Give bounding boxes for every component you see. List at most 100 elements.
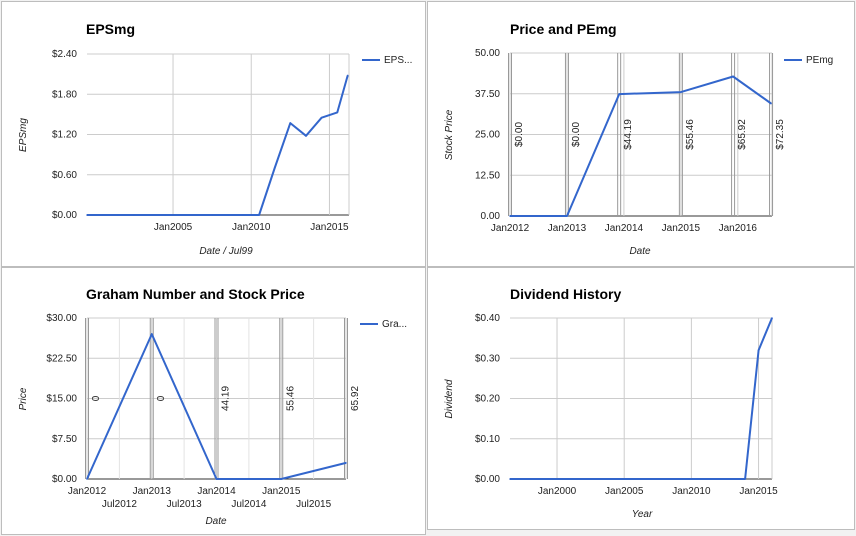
y-tick-label: $15.00 (46, 394, 77, 405)
series-line (510, 75, 772, 217)
x-tick-label: Jan2012 (68, 486, 107, 497)
x-tick-label: Jan2010 (672, 486, 711, 497)
x-tick-label: Jan2016 (719, 223, 758, 234)
annotation-label: 0 (156, 395, 167, 401)
data-point (346, 74, 349, 77)
annotation-label: $0.00 (514, 122, 525, 147)
y-tick-label: $30.00 (46, 313, 77, 324)
annotation-label: 0 (91, 395, 102, 401)
data-point (86, 214, 88, 216)
x-tick-label-minor: Jul2012 (102, 499, 137, 510)
y-tick-label: $22.50 (46, 353, 77, 364)
y-axis-label: Stock Price (444, 109, 455, 160)
x-axis-label: Date / Jul99 (199, 246, 253, 257)
chart-title: Price and PEmg (510, 21, 617, 37)
data-point (305, 135, 307, 137)
data-point (320, 116, 323, 119)
y-tick-label: $7.50 (52, 434, 77, 445)
annotation-label: $72.35 (775, 119, 786, 150)
data-point (771, 317, 773, 319)
data-point (101, 214, 104, 216)
y-tick-label: 12.50 (475, 170, 500, 181)
x-axis-label: Date (205, 516, 227, 527)
legend-label: PEmg (806, 55, 833, 66)
data-point (180, 214, 182, 216)
series-line (87, 75, 349, 216)
y-tick-label: $0.60 (52, 170, 77, 181)
data-point (258, 214, 260, 216)
annotation-label: $0.00 (571, 122, 582, 147)
series-line (510, 317, 773, 480)
y-tick-label: 0.00 (481, 211, 501, 222)
y-tick-label: $0.00 (52, 210, 77, 221)
y-tick-label: $2.40 (52, 49, 77, 60)
data-point (732, 75, 734, 78)
x-tick-label: Jan2015 (662, 223, 701, 234)
data-point (242, 214, 245, 216)
x-tick-label: Jan2013 (133, 486, 172, 497)
data-point (289, 122, 292, 124)
x-tick-label: Jan2015 (262, 486, 301, 497)
x-tick-label: Jan2013 (548, 223, 587, 234)
data-point (680, 91, 682, 93)
y-axis-label: Dividend (444, 379, 455, 418)
x-tick-label-minor: Jul2015 (296, 499, 331, 510)
y-tick-label: $0.20 (475, 394, 500, 405)
annotation-label: $55.46 (685, 119, 696, 150)
data-point (211, 214, 213, 216)
x-axis-label: Date (629, 246, 651, 257)
y-tick-label: $1.80 (52, 89, 77, 100)
annotation-label: 44.19 (221, 386, 232, 411)
data-point (273, 167, 276, 169)
chart-epsmg: EPSmg $0.00 $0.60 $1.20 $1.80 $2.40 Jan2005 Ja… (18, 21, 412, 257)
data-point (566, 215, 568, 217)
chart-title: EPSmg (86, 21, 135, 37)
data-point (509, 215, 511, 217)
x-tick-label: Jan2015 (739, 486, 778, 497)
x-tick-label: Jan2010 (232, 222, 271, 233)
data-point (150, 333, 153, 335)
chart-graham: Graham Number and Stock Price 0 0 44.19 55.… (18, 286, 407, 527)
annotation-label: $44.19 (623, 119, 634, 150)
chart-price-pemg: Price and PEmg $0.00 $0.00 $44.19 $55.46 $65… (444, 21, 833, 257)
chart-panel-epsmg: EPSmg $0.00 $0.60 $1.20 $1.80 $2.40 Jan2005 Ja… (1, 1, 426, 267)
x-axis-label: Year (632, 509, 653, 520)
data-point (509, 478, 511, 480)
data-point (226, 214, 229, 216)
data-point (148, 214, 151, 216)
x-tick-label: Jan2005 (154, 222, 193, 233)
x-tick-label: Jan2005 (605, 486, 644, 497)
data-point (164, 214, 167, 216)
chart-title: Graham Number and Stock Price (86, 286, 305, 302)
y-tick-label: 50.00 (475, 48, 500, 59)
chart-title: Dividend History (510, 286, 621, 302)
chart-panel-dividend: Dividend History $0.00 $0.10 $0.20 $0.30 $0.… (427, 267, 855, 530)
data-point (117, 214, 120, 216)
data-point (133, 214, 135, 216)
data-point (86, 478, 88, 480)
data-point (618, 93, 620, 95)
x-tick-label: Jan2012 (491, 223, 530, 234)
x-tick-label-minor: Jul2013 (167, 499, 202, 510)
annotation-label: 65.92 (350, 386, 361, 411)
y-tick-label: $0.00 (52, 474, 77, 485)
data-point (280, 478, 283, 480)
data-point (770, 102, 772, 105)
x-tick-label: Jan2015 (310, 222, 349, 233)
x-tick-label: Jan2014 (197, 486, 236, 497)
y-tick-label: $0.00 (475, 474, 500, 485)
y-tick-label: $0.40 (475, 313, 500, 324)
x-tick-label: Jan2014 (605, 223, 644, 234)
annotation-label: 55.46 (285, 386, 296, 411)
data-point (757, 349, 760, 351)
data-point (345, 462, 347, 464)
y-tick-label: 37.50 (475, 89, 500, 100)
x-tick-label: Jan2000 (538, 486, 577, 497)
x-tick-label-minor: Jul2014 (231, 499, 266, 510)
data-point (336, 111, 339, 114)
data-point (744, 478, 746, 480)
y-tick-label: 25.00 (475, 130, 500, 141)
data-point (195, 214, 198, 216)
legend-label: Gra... (382, 319, 407, 330)
y-tick-label: $0.10 (475, 434, 500, 445)
